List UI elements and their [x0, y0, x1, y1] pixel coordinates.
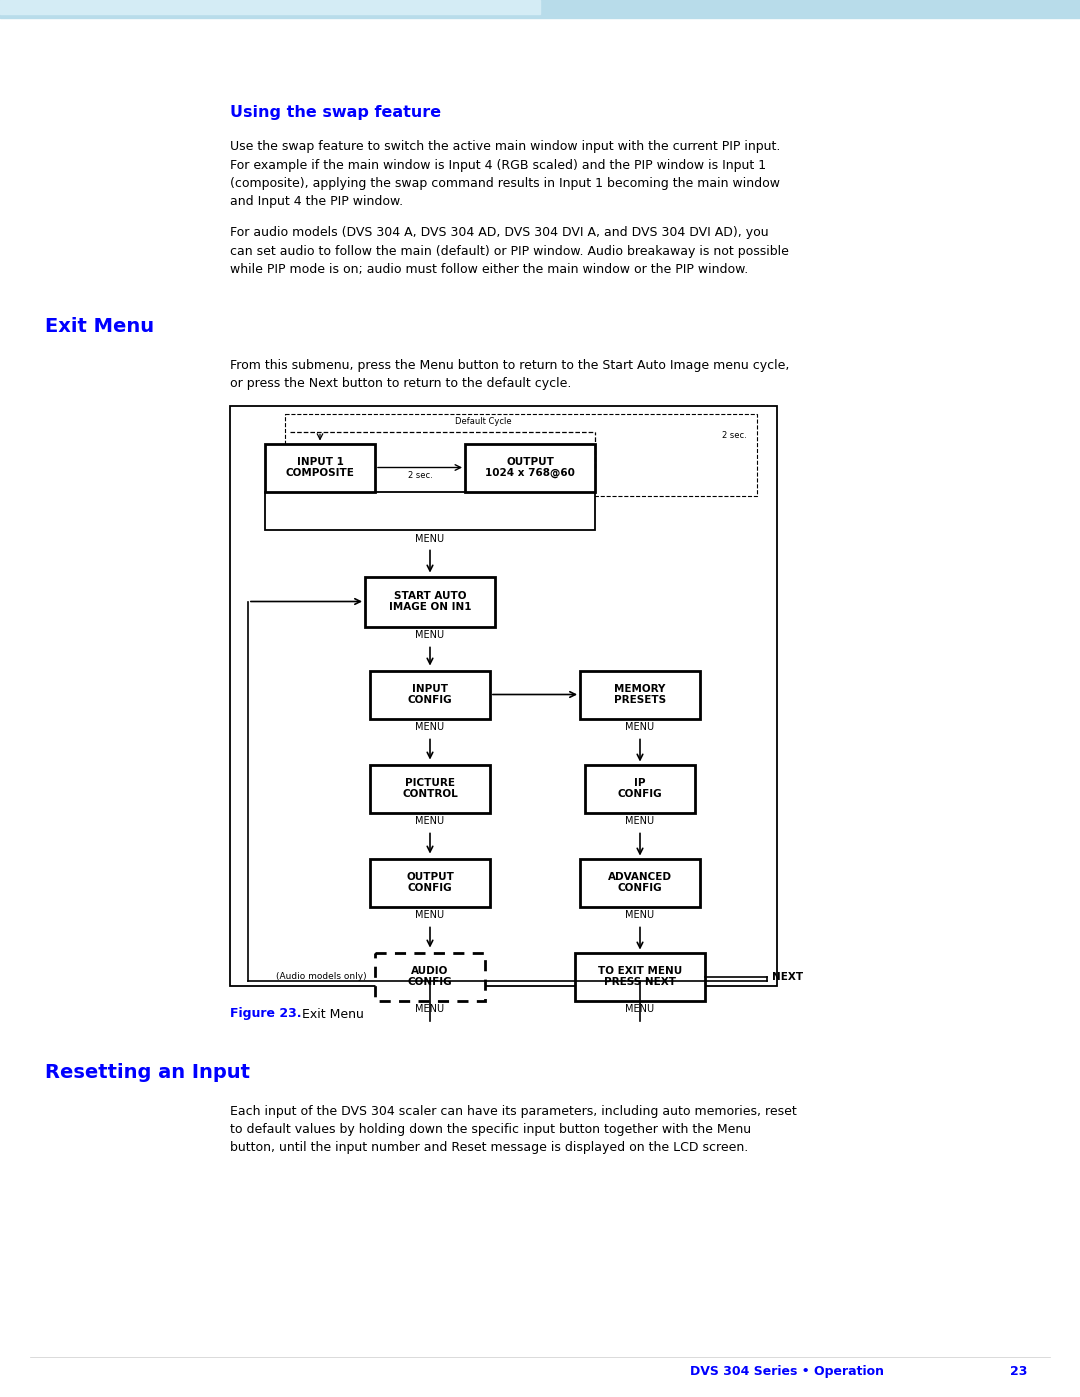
- Text: NEXT: NEXT: [772, 971, 804, 982]
- Text: MENU: MENU: [625, 911, 654, 921]
- Text: INPUT 1
COMPOSITE: INPUT 1 COMPOSITE: [285, 457, 354, 478]
- Text: IP
CONFIG: IP CONFIG: [618, 778, 662, 799]
- Text: TO EXIT MENU
PRESS NEXT: TO EXIT MENU PRESS NEXT: [598, 965, 683, 988]
- Bar: [370, 859, 490, 907]
- Text: MENU: MENU: [625, 816, 654, 827]
- Text: Figure 23.: Figure 23.: [230, 1007, 301, 1020]
- Text: Resetting an Input: Resetting an Input: [45, 1063, 249, 1081]
- Text: MENU: MENU: [625, 722, 654, 732]
- Text: and Input 4 the PIP window.: and Input 4 the PIP window.: [230, 196, 403, 208]
- Text: MENU: MENU: [416, 911, 445, 921]
- Bar: [465, 443, 595, 492]
- Text: MENU: MENU: [416, 722, 445, 732]
- Text: MENU: MENU: [416, 630, 445, 640]
- Text: MEMORY
PRESETS: MEMORY PRESETS: [613, 683, 666, 705]
- Bar: [0, 0, 540, 14]
- Bar: [0, 0, 1080, 18]
- Text: DVS 304 Series • Operation: DVS 304 Series • Operation: [690, 1365, 885, 1377]
- Bar: [370, 764, 490, 813]
- Text: or press the Next button to return to the default cycle.: or press the Next button to return to th…: [230, 377, 571, 390]
- Text: AUDIO
CONFIG: AUDIO CONFIG: [407, 965, 453, 988]
- Bar: [265, 492, 595, 529]
- Text: Exit Menu: Exit Menu: [45, 317, 154, 335]
- Text: 23: 23: [1010, 1365, 1027, 1377]
- Text: START AUTO
IMAGE ON IN1: START AUTO IMAGE ON IN1: [389, 591, 471, 612]
- Bar: [285, 414, 757, 496]
- Text: OUTPUT
1024 x 768@60: OUTPUT 1024 x 768@60: [485, 457, 575, 478]
- Bar: [580, 859, 700, 907]
- Text: 2 sec.: 2 sec.: [723, 432, 747, 440]
- Text: MENU: MENU: [416, 816, 445, 827]
- Text: Each input of the DVS 304 scaler can have its parameters, including auto memorie: Each input of the DVS 304 scaler can hav…: [230, 1105, 797, 1118]
- Bar: [585, 764, 696, 813]
- Text: (Audio models only): (Audio models only): [276, 972, 367, 981]
- Bar: [230, 405, 777, 985]
- Bar: [370, 671, 490, 718]
- Text: while PIP mode is on; audio must follow either the main window or the PIP window: while PIP mode is on; audio must follow …: [230, 263, 748, 277]
- Text: MENU: MENU: [625, 1004, 654, 1014]
- Bar: [580, 671, 700, 718]
- Bar: [365, 577, 495, 626]
- Text: MENU: MENU: [416, 1004, 445, 1014]
- Text: PICTURE
CONTROL: PICTURE CONTROL: [402, 778, 458, 799]
- Text: Exit Menu: Exit Menu: [298, 1007, 364, 1020]
- Text: INPUT
CONFIG: INPUT CONFIG: [407, 683, 453, 705]
- Bar: [575, 953, 705, 1000]
- Text: to default values by holding down the specific input button together with the Me: to default values by holding down the sp…: [230, 1123, 751, 1136]
- Text: (composite), applying the swap command results in Input 1 becoming the main wind: (composite), applying the swap command r…: [230, 177, 780, 190]
- Text: From this submenu, press the Menu button to return to the Start Auto Image menu : From this submenu, press the Menu button…: [230, 359, 789, 372]
- Text: For example if the main window is Input 4 (RGB scaled) and the PIP window is Inp: For example if the main window is Input …: [230, 158, 766, 172]
- Text: Use the swap feature to switch the active main window input with the current PIP: Use the swap feature to switch the activ…: [230, 140, 781, 154]
- Bar: [265, 443, 375, 492]
- Bar: [375, 953, 485, 1000]
- Text: button, until the input number and Reset message is displayed on the LCD screen.: button, until the input number and Reset…: [230, 1141, 748, 1154]
- Text: For audio models (DVS 304 A, DVS 304 AD, DVS 304 DVI A, and DVS 304 DVI AD), you: For audio models (DVS 304 A, DVS 304 AD,…: [230, 226, 769, 239]
- Text: ADVANCED
CONFIG: ADVANCED CONFIG: [608, 872, 672, 893]
- Text: MENU: MENU: [416, 534, 445, 543]
- Text: 2 sec.: 2 sec.: [407, 472, 432, 481]
- Text: Default Cycle: Default Cycle: [455, 416, 512, 426]
- Text: OUTPUT
CONFIG: OUTPUT CONFIG: [406, 872, 454, 893]
- Text: Using the swap feature: Using the swap feature: [230, 105, 441, 120]
- Text: can set audio to follow the main (default) or PIP window. Audio breakaway is not: can set audio to follow the main (defaul…: [230, 244, 788, 257]
